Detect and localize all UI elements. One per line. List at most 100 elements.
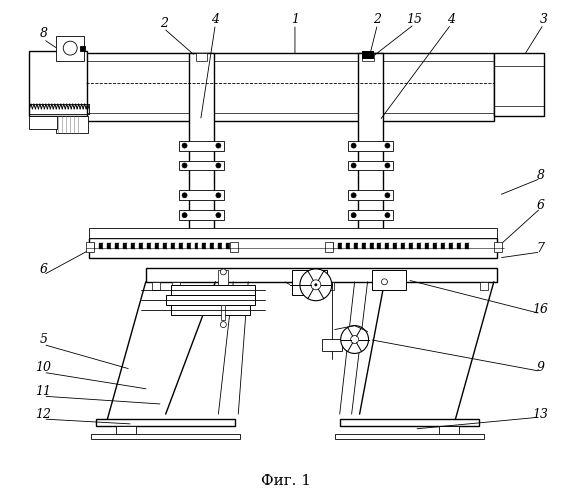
Bar bbox=[348, 190, 394, 200]
Circle shape bbox=[351, 143, 356, 148]
Text: 5: 5 bbox=[39, 333, 47, 346]
Bar bbox=[348, 140, 394, 150]
Text: 6: 6 bbox=[537, 198, 545, 212]
Bar bbox=[340, 419, 479, 426]
Polygon shape bbox=[425, 243, 429, 248]
Polygon shape bbox=[219, 243, 223, 248]
Circle shape bbox=[182, 163, 187, 168]
Polygon shape bbox=[337, 243, 341, 248]
Text: 2: 2 bbox=[160, 17, 168, 30]
Polygon shape bbox=[158, 243, 162, 248]
Bar bbox=[439, 426, 459, 434]
Text: 3: 3 bbox=[539, 13, 547, 26]
Bar bbox=[325, 242, 333, 252]
Polygon shape bbox=[151, 243, 155, 248]
Polygon shape bbox=[178, 243, 182, 248]
Polygon shape bbox=[341, 243, 345, 248]
Circle shape bbox=[216, 212, 221, 218]
Bar bbox=[178, 190, 224, 200]
Polygon shape bbox=[386, 243, 390, 248]
Bar bbox=[86, 242, 94, 252]
Text: 8: 8 bbox=[39, 26, 47, 40]
Bar bbox=[178, 160, 224, 170]
Polygon shape bbox=[99, 243, 103, 248]
Bar bbox=[189, 53, 214, 240]
Circle shape bbox=[220, 269, 227, 275]
Polygon shape bbox=[135, 243, 139, 248]
Polygon shape bbox=[345, 243, 349, 248]
Polygon shape bbox=[231, 243, 235, 248]
Polygon shape bbox=[91, 243, 95, 248]
Polygon shape bbox=[115, 243, 119, 248]
Polygon shape bbox=[374, 243, 378, 248]
Circle shape bbox=[220, 322, 227, 328]
Polygon shape bbox=[417, 243, 421, 248]
Text: Фиг. 1: Фиг. 1 bbox=[261, 474, 311, 488]
Circle shape bbox=[385, 143, 390, 148]
Text: 4: 4 bbox=[212, 13, 220, 26]
Bar bbox=[348, 160, 394, 170]
Circle shape bbox=[216, 193, 221, 198]
Bar bbox=[152, 282, 160, 290]
Polygon shape bbox=[127, 243, 131, 248]
Polygon shape bbox=[441, 243, 445, 248]
Polygon shape bbox=[394, 243, 398, 248]
Polygon shape bbox=[123, 243, 127, 248]
Circle shape bbox=[351, 163, 356, 168]
Circle shape bbox=[216, 163, 221, 168]
Polygon shape bbox=[410, 243, 414, 248]
Bar bbox=[358, 53, 383, 240]
Text: 2: 2 bbox=[374, 13, 382, 26]
Polygon shape bbox=[206, 243, 210, 248]
Polygon shape bbox=[107, 243, 111, 248]
Bar bbox=[362, 51, 374, 59]
Polygon shape bbox=[362, 243, 366, 248]
Polygon shape bbox=[398, 243, 402, 248]
Bar bbox=[166, 294, 255, 304]
Polygon shape bbox=[370, 243, 374, 248]
Bar bbox=[29, 116, 57, 128]
Text: 4: 4 bbox=[447, 13, 455, 26]
Bar bbox=[219, 270, 228, 304]
Polygon shape bbox=[174, 243, 178, 248]
Polygon shape bbox=[139, 243, 143, 248]
Bar bbox=[326, 282, 333, 290]
Polygon shape bbox=[429, 243, 433, 248]
Polygon shape bbox=[147, 243, 151, 248]
Bar bbox=[29, 51, 87, 116]
Polygon shape bbox=[469, 243, 473, 248]
Bar bbox=[56, 116, 88, 132]
Bar bbox=[116, 426, 136, 434]
Polygon shape bbox=[214, 243, 219, 248]
Bar bbox=[362, 53, 374, 61]
Circle shape bbox=[351, 193, 356, 198]
Polygon shape bbox=[329, 243, 333, 248]
Polygon shape bbox=[190, 243, 194, 248]
Bar bbox=[178, 210, 224, 220]
Polygon shape bbox=[414, 243, 417, 248]
Polygon shape bbox=[437, 243, 441, 248]
Polygon shape bbox=[166, 243, 170, 248]
Circle shape bbox=[216, 143, 221, 148]
Circle shape bbox=[182, 193, 187, 198]
Polygon shape bbox=[95, 243, 99, 248]
Bar bbox=[480, 282, 488, 290]
Polygon shape bbox=[433, 243, 437, 248]
Bar bbox=[494, 53, 543, 116]
Polygon shape bbox=[461, 243, 465, 248]
Polygon shape bbox=[194, 243, 198, 248]
Bar bbox=[221, 304, 225, 320]
Polygon shape bbox=[453, 243, 457, 248]
Polygon shape bbox=[358, 243, 362, 248]
Bar bbox=[335, 434, 484, 439]
Bar bbox=[89, 238, 497, 258]
Polygon shape bbox=[366, 243, 370, 248]
Text: 12: 12 bbox=[35, 408, 51, 420]
Bar bbox=[494, 242, 502, 252]
Polygon shape bbox=[457, 243, 461, 248]
Polygon shape bbox=[111, 243, 115, 248]
Circle shape bbox=[311, 280, 321, 290]
Polygon shape bbox=[382, 243, 386, 248]
Bar bbox=[292, 270, 327, 294]
Polygon shape bbox=[349, 243, 353, 248]
